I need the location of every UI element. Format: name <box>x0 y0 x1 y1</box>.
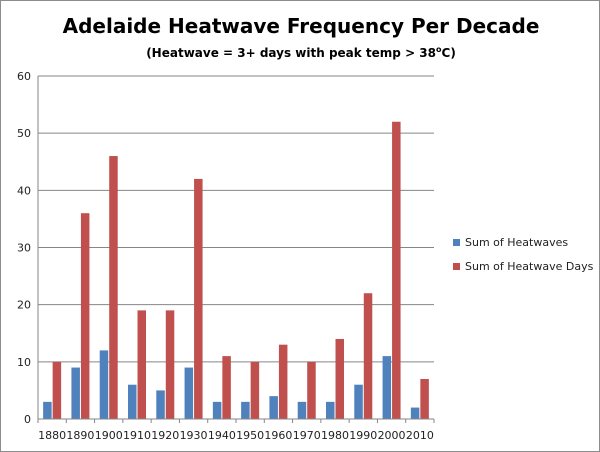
y-tick-label: 20 <box>17 299 31 312</box>
bar-heatwaves-1980 <box>326 401 335 419</box>
bars <box>43 121 429 420</box>
x-tick-label: 1940 <box>208 429 236 442</box>
bar-heatwaves-2000 <box>382 356 392 419</box>
bar-heatwaves-1890 <box>71 367 80 419</box>
subtitle-prefix: (Heatwave = 3+ days with peak temp > 38 <box>146 46 436 60</box>
bar-heatwave-days-1880 <box>52 361 62 419</box>
x-tick-label: 1990 <box>349 429 377 442</box>
gridlines <box>38 75 434 363</box>
bar-heatwave-days-1960 <box>278 344 288 419</box>
x-tick-label: 1880 <box>38 429 66 442</box>
bar-heatwave-days-1950 <box>250 361 260 419</box>
bar-heatwaves-2010 <box>410 407 420 419</box>
bar-heatwaves-1940 <box>212 401 222 419</box>
x-tick-label: 1960 <box>264 429 292 442</box>
chart-subtitle: (Heatwave = 3+ days with peak temp > 38o… <box>146 45 456 60</box>
bar-heatwaves-1900 <box>99 350 109 419</box>
bar-heatwave-days-1970 <box>307 361 316 419</box>
y-tick-label: 60 <box>17 70 31 83</box>
legend-swatch <box>453 239 460 246</box>
y-tick-label: 30 <box>17 242 31 255</box>
bar-heatwaves-1880 <box>43 401 52 419</box>
legend-label: Sum of Heatwave Days <box>465 260 594 273</box>
x-tick-label: 1920 <box>151 429 179 442</box>
y-tick-label: 50 <box>17 127 31 140</box>
bar-heatwaves-1990 <box>354 384 363 419</box>
y-tick-label: 10 <box>17 356 31 369</box>
bar-heatwave-days-1990 <box>363 293 373 419</box>
bar-heatwave-days-1920 <box>165 310 175 419</box>
x-tick-label: 1950 <box>236 429 264 442</box>
bar-heatwave-days-2000 <box>392 121 401 419</box>
subtitle-suffix: C) <box>442 46 456 60</box>
x-tick-label: 1910 <box>123 429 151 442</box>
legend-swatch <box>453 263 460 270</box>
bar-heatwave-days-1940 <box>222 356 231 419</box>
y-tick-label: 0 <box>24 413 31 426</box>
x-tick-label: 1890 <box>66 429 94 442</box>
chart-title: Adelaide Heatwave Frequency Per Decade <box>63 14 540 38</box>
x-tick-label: 1930 <box>180 429 208 442</box>
bar-heatwaves-1920 <box>156 390 165 419</box>
bar-heatwave-days-1890 <box>80 213 90 419</box>
bar-heatwaves-1970 <box>297 401 307 419</box>
bar-heatwaves-1910 <box>128 384 137 419</box>
bar-heatwave-days-1930 <box>194 178 203 419</box>
x-tick-label: 1900 <box>95 429 123 442</box>
legend: Sum of Heatwaves Sum of Heatwave Days <box>453 236 594 273</box>
bar-heatwaves-1950 <box>241 401 250 419</box>
bar-heatwaves-1930 <box>184 367 194 419</box>
bar-heatwave-days-2010 <box>420 378 429 419</box>
subtitle-degree: o <box>436 45 442 54</box>
y-tick-label: 40 <box>17 184 31 197</box>
bar-heatwave-days-1910 <box>137 310 146 419</box>
x-tick-label: 2010 <box>406 429 434 442</box>
x-tick-label: 1970 <box>293 429 321 442</box>
x-tick-label: 2000 <box>378 429 406 442</box>
bar-heatwave-days-1980 <box>335 338 344 419</box>
legend-label: Sum of Heatwaves <box>465 236 568 249</box>
bar-heatwaves-1960 <box>269 396 278 419</box>
bar-heatwave-days-1900 <box>109 156 118 420</box>
axes: 0 10 20 30 40 50 60 1880 1890 1900 1910 1920 1930 194… <box>17 70 435 442</box>
x-tick-label: 1980 <box>321 429 349 442</box>
